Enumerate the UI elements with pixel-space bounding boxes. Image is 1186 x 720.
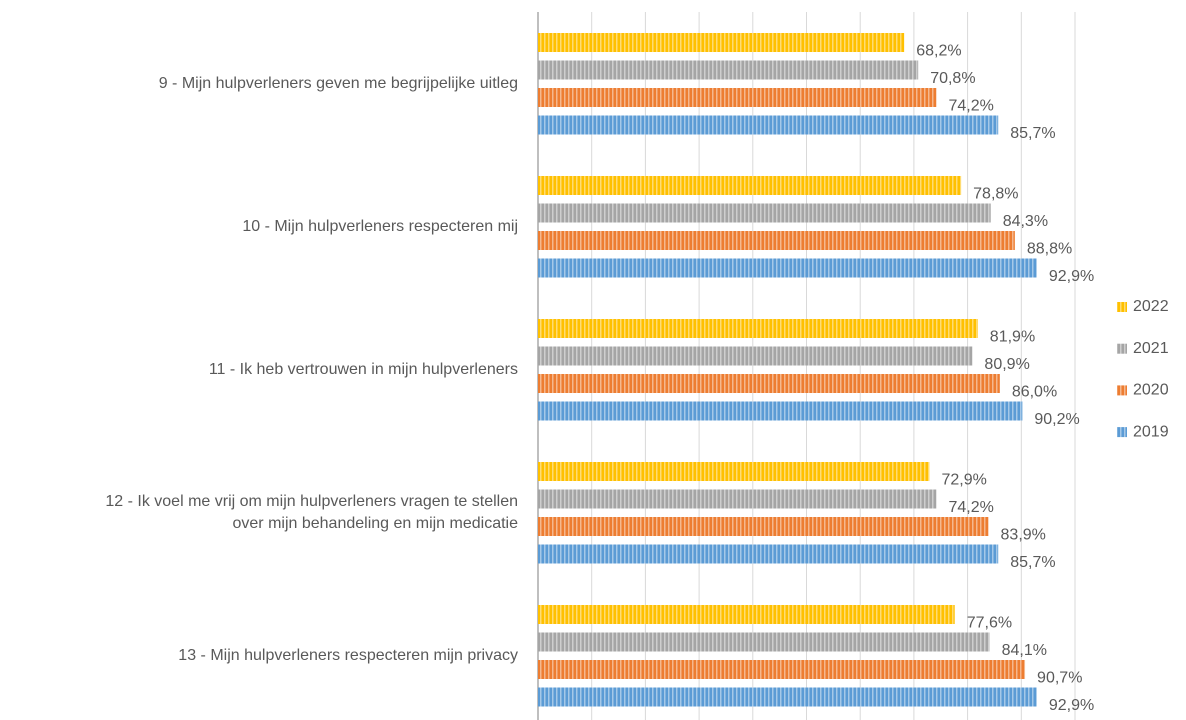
data-label: 84,1% [1002,642,1047,659]
data-label: 90,2% [1034,411,1079,428]
bar [538,489,937,509]
data-label: 80,9% [984,356,1029,373]
bar [538,203,991,223]
bar [538,231,1015,250]
data-label: 85,7% [1010,554,1055,571]
bar [538,115,999,135]
legend-label: 2020 [1133,382,1169,399]
bar [538,319,978,338]
bar [538,660,1026,679]
data-label: 90,7% [1037,670,1082,687]
data-label: 78,8% [973,186,1018,203]
data-label: 77,6% [967,615,1012,632]
data-label: 92,9% [1049,268,1094,285]
bar [538,258,1037,278]
bar [538,60,919,80]
legend-label: 2021 [1133,340,1169,357]
data-label: 83,9% [1001,527,1046,544]
bar [538,544,999,564]
bar [538,605,955,624]
data-label: 74,2% [948,98,993,115]
legend-label: 2022 [1133,298,1169,315]
data-label: 92,9% [1049,697,1094,714]
category-label: 12 - Ik voel me vrij om mijn hulpverlene… [105,493,518,532]
bar [538,176,962,195]
legend-swatch [1117,427,1127,438]
data-label: 86,0% [1012,384,1057,401]
legend-swatch [1117,302,1127,312]
data-label: 72,9% [941,472,986,489]
data-label: 70,8% [930,70,975,87]
category-label: 13 - Mijn hulpverleners respecteren mijn… [178,647,518,664]
legend-swatch [1117,343,1127,354]
bar [538,687,1037,707]
data-label: 74,2% [948,499,993,516]
bar [538,462,930,481]
legend-swatch [1117,385,1127,396]
data-label: 81,9% [990,329,1035,346]
legend-label: 2019 [1133,423,1169,440]
bar [538,374,1000,393]
data-label: 84,3% [1003,213,1048,230]
bar [538,33,905,52]
bar [538,88,937,107]
category-label: 9 - Mijn hulpverleners geven me begrijpe… [159,75,518,92]
data-label: 85,7% [1010,125,1055,142]
data-label: 88,8% [1027,241,1072,258]
data-label: 68,2% [916,43,961,60]
category-label: 11 - Ik heb vertrouwen in mijn hulpverle… [209,361,518,378]
bar [538,346,973,366]
category-label: 10 - Mijn hulpverleners respecteren mij [242,218,518,235]
bar [538,517,989,536]
bar [538,401,1023,421]
bar [538,632,990,652]
